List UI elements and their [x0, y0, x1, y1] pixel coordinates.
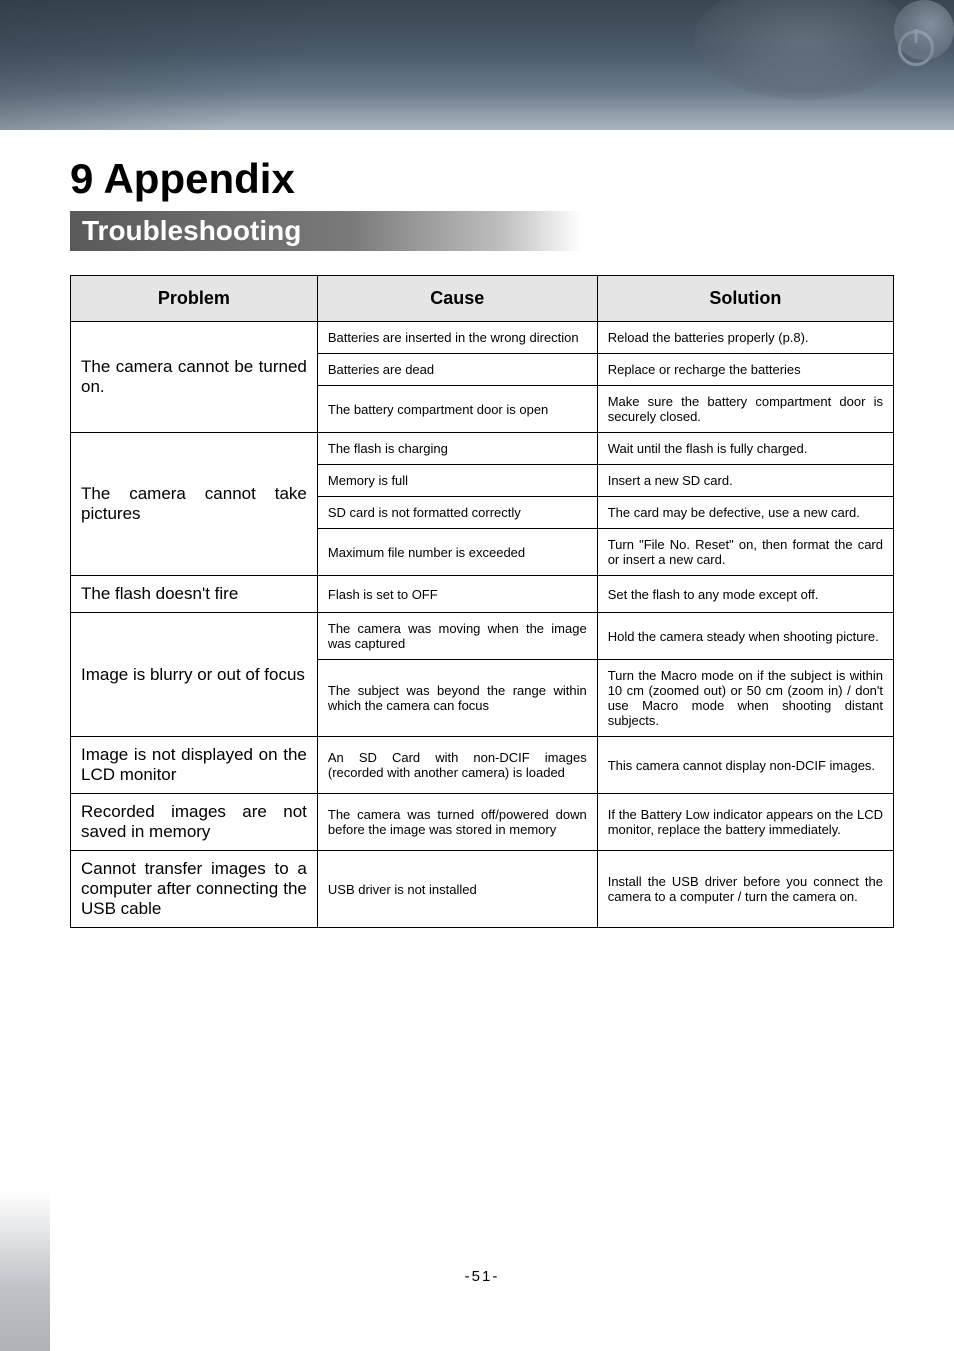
- cause-cell: Maximum file number is exceeded: [317, 529, 597, 576]
- cause-cell: The camera was turned off/powered down b…: [317, 794, 597, 851]
- cause-cell: The subject was beyond the range within …: [317, 660, 597, 737]
- header-solution: Solution: [597, 276, 893, 322]
- solution-cell: Turn "File No. Reset" on, then format th…: [597, 529, 893, 576]
- table-row: Image is not displayed on the LCD monito…: [71, 737, 894, 794]
- solution-cell: Wait until the flash is fully charged.: [597, 433, 893, 465]
- cause-cell: Memory is full: [317, 465, 597, 497]
- cause-cell: The flash is charging: [317, 433, 597, 465]
- table-row: The camera cannot take picturesThe flash…: [71, 433, 894, 465]
- problem-cell: The flash doesn't fire: [71, 576, 318, 613]
- solution-cell: Turn the Macro mode on if the subject is…: [597, 660, 893, 737]
- header-background: [0, 0, 954, 130]
- cause-cell: The camera was moving when the image was…: [317, 613, 597, 660]
- cause-cell: The battery compartment door is open: [317, 386, 597, 433]
- header-cause: Cause: [317, 276, 597, 322]
- solution-cell: Insert a new SD card.: [597, 465, 893, 497]
- table-row: Image is blurry or out of focusThe camer…: [71, 613, 894, 660]
- page-number: -51-: [70, 1268, 894, 1285]
- header-problem: Problem: [71, 276, 318, 322]
- problem-cell: Image is not displayed on the LCD monito…: [71, 737, 318, 794]
- solution-cell: Replace or recharge the batteries: [597, 354, 893, 386]
- solution-cell: Make sure the battery compartment door i…: [597, 386, 893, 433]
- cause-cell: An SD Card with non-DCIF images (recorde…: [317, 737, 597, 794]
- solution-cell: This camera cannot display non-DCIF imag…: [597, 737, 893, 794]
- cause-cell: SD card is not formatted correctly: [317, 497, 597, 529]
- problem-cell: Cannot transfer images to a computer aft…: [71, 851, 318, 928]
- troubleshooting-table: Problem Cause Solution The camera cannot…: [70, 275, 894, 928]
- table-body: The camera cannot be turned on.Batteries…: [71, 322, 894, 928]
- table-row: Recorded images are not saved in memoryT…: [71, 794, 894, 851]
- section-title: Troubleshooting: [70, 211, 581, 251]
- cause-cell: Batteries are inserted in the wrong dire…: [317, 322, 597, 354]
- footer-decoration: [0, 1191, 50, 1351]
- cause-cell: Flash is set to OFF: [317, 576, 597, 613]
- chapter-title: 9 Appendix: [70, 155, 894, 203]
- problem-cell: Recorded images are not saved in memory: [71, 794, 318, 851]
- table-head: Problem Cause Solution: [71, 276, 894, 322]
- solution-cell: Hold the camera steady when shooting pic…: [597, 613, 893, 660]
- solution-cell: Install the USB driver before you connec…: [597, 851, 893, 928]
- page-content: 9 Appendix Troubleshooting Problem Cause…: [0, 130, 954, 1325]
- solution-cell: Reload the batteries properly (p.8).: [597, 322, 893, 354]
- table-header-row: Problem Cause Solution: [71, 276, 894, 322]
- cause-cell: Batteries are dead: [317, 354, 597, 386]
- table-row: Cannot transfer images to a computer aft…: [71, 851, 894, 928]
- table-row: The flash doesn't fireFlash is set to OF…: [71, 576, 894, 613]
- header-shadow: [0, 0, 380, 130]
- solution-cell: Set the flash to any mode except off.: [597, 576, 893, 613]
- problem-cell: Image is blurry or out of focus: [71, 613, 318, 737]
- problem-cell: The camera cannot take pictures: [71, 433, 318, 576]
- table-row: The camera cannot be turned on.Batteries…: [71, 322, 894, 354]
- power-icon: [898, 30, 934, 66]
- problem-cell: The camera cannot be turned on.: [71, 322, 318, 433]
- cause-cell: USB driver is not installed: [317, 851, 597, 928]
- solution-cell: The card may be defective, use a new car…: [597, 497, 893, 529]
- solution-cell: If the Battery Low indicator appears on …: [597, 794, 893, 851]
